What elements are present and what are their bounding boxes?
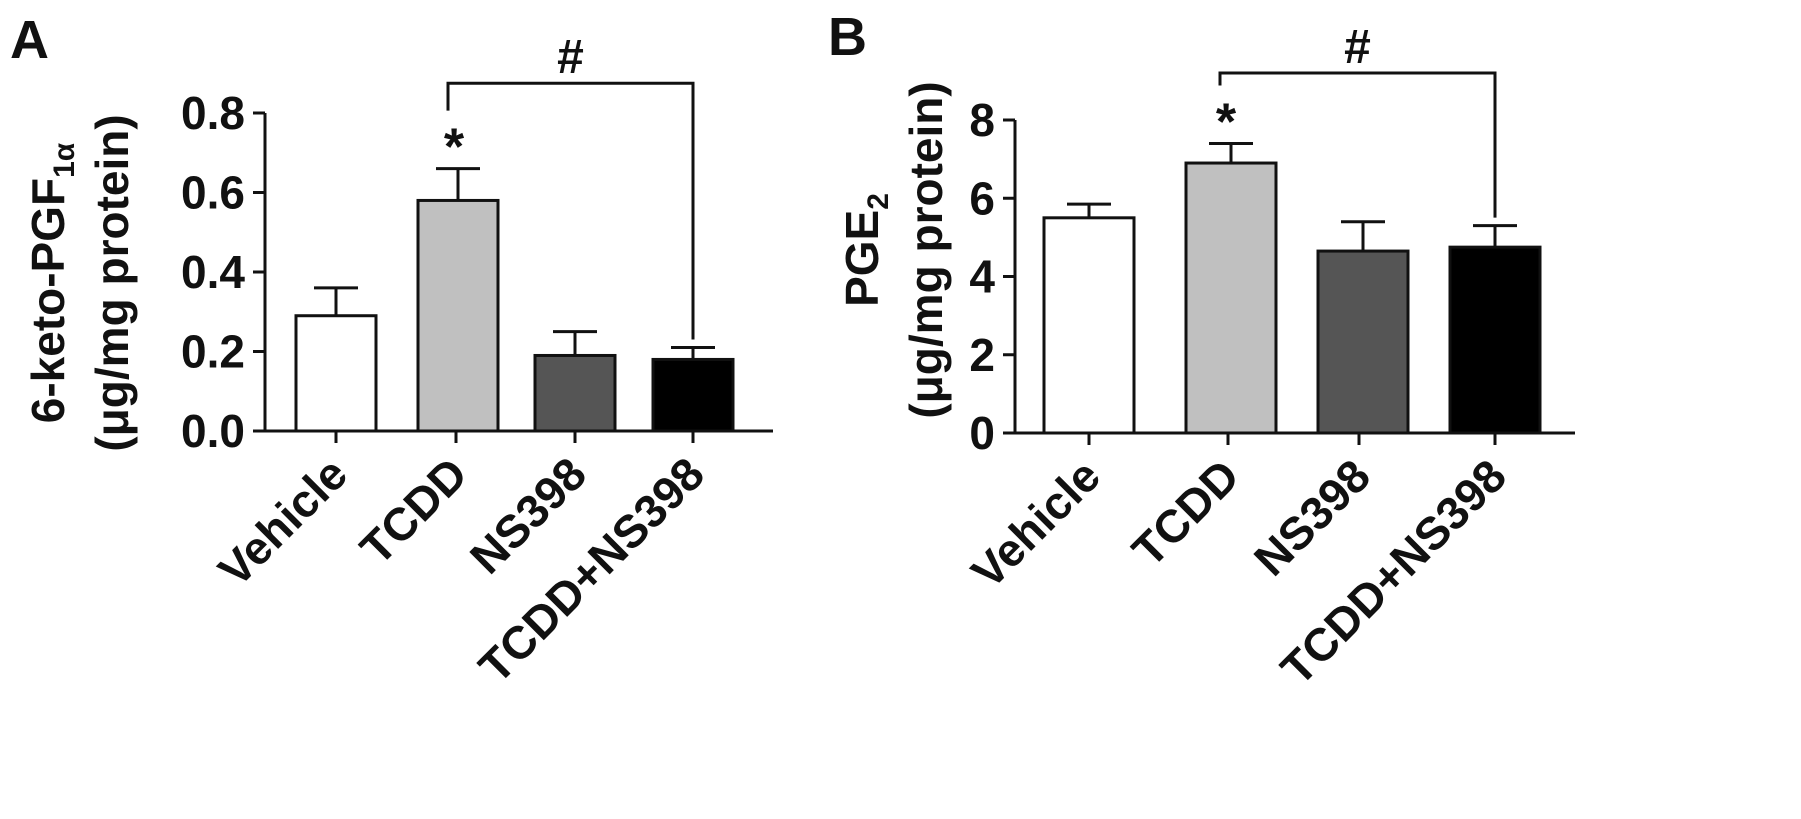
panel-a-x-tick-label: TCDD [350, 447, 477, 574]
panel-b: B PGE2 (μg/mg protein) 0 2 4 6 8 Vehicle TCDDN… [828, 7, 1575, 695]
panel-a-significance-star: * [444, 119, 465, 177]
panel-b-x-tick-label: TCDD [1122, 449, 1249, 576]
panel-a-letter: A [10, 10, 49, 70]
panel-a-y-tick-label: 0.4 [181, 246, 245, 298]
panel-a-x-tick-label: Vehicle [208, 447, 357, 596]
panel-a-y-tick-label: 0.2 [181, 326, 245, 378]
panel-a-y-tick-label: 0.6 [181, 167, 245, 219]
panel-b-y-axis-title-line2: (μg/mg protein) [900, 81, 952, 418]
panel-b-y-tick-label: 6 [969, 172, 995, 224]
panel-b-x-tick-label: Vehicle [961, 449, 1110, 598]
panel-a-bar-ns398 [533, 353, 617, 433]
panel-a-bar-tcdd [416, 198, 500, 433]
panel-b-significance-bracket [1218, 71, 1497, 218]
panel-b-y-tick-label: 4 [969, 251, 995, 303]
panel-b-letter: B [828, 7, 867, 67]
panel-b-bar-tcdd-ns398 [1448, 245, 1542, 435]
panel-a-significance-bracket [446, 81, 695, 340]
panel-b-bar-tcdd [1184, 161, 1278, 435]
panel-a-y-axis-title-line2: (μg/mg protein) [86, 114, 138, 451]
panel-a-y-axis-title: 6-keto-PGF1α (μg/mg protein) [22, 114, 138, 451]
panel-b-y-axis-title: PGE2 (μg/mg protein) [836, 81, 952, 418]
panel-b-bar-ns398 [1316, 249, 1410, 435]
panel-b-y-axis-title-line1: PGE2 [836, 193, 895, 307]
panel-b-significance-hash: # [1344, 21, 1371, 74]
panel-a-y-axis-title-line1: 6-keto-PGF1α [22, 142, 81, 423]
panel-a-y-tick-label: 0.0 [181, 405, 245, 457]
panel-a-y-tick-label: 0.8 [181, 87, 245, 139]
panel-b-y-tick-label: 8 [969, 94, 995, 146]
panel-a: A 6-keto-PGF1α (μg/mg protein) 0.0 0.2 0.4… [10, 10, 773, 693]
panel-b-y-tick-label: 0 [969, 407, 995, 459]
panel-b-y-tick-label: 2 [969, 329, 995, 381]
panel-b-bar-vehicle [1042, 216, 1136, 435]
panel-b-x-tick-label: NS398 [1244, 449, 1380, 585]
panel-a-significance-hash: # [557, 31, 584, 84]
panel-b-significance-star: * [1216, 93, 1237, 151]
panel-a-bar-vehicle [294, 314, 378, 433]
panel-a-plot: 0.00.20.40.60.8VehicleTCDDNS398TCDD+NS39… [181, 31, 773, 693]
panel-a-bar-tcdd-ns398 [651, 357, 735, 433]
